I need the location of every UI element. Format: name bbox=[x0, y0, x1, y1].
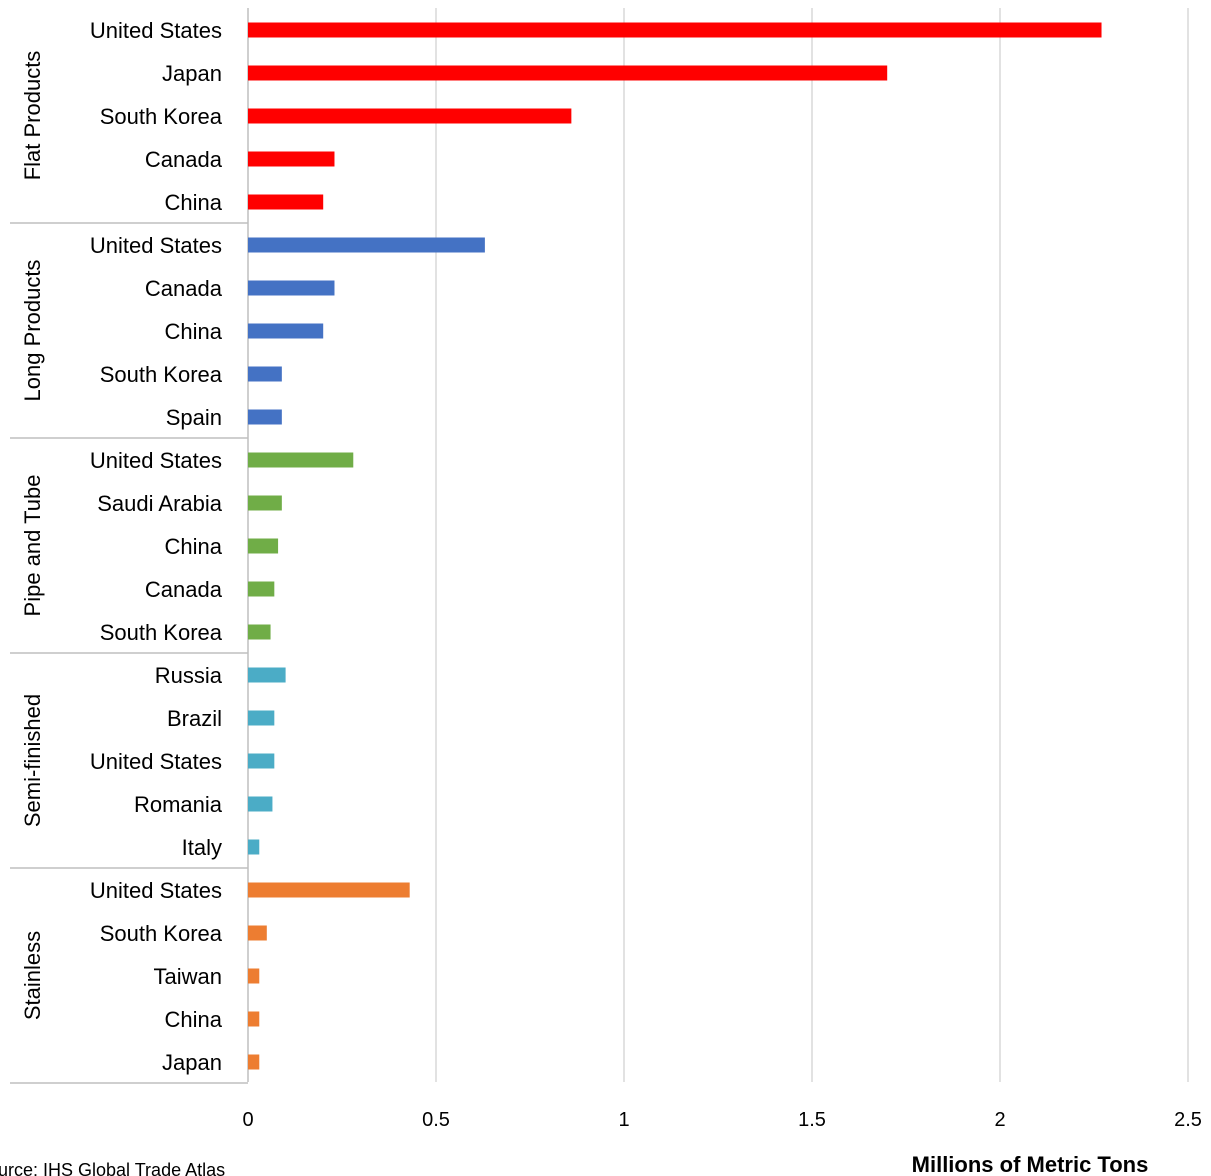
bar bbox=[248, 366, 282, 382]
category-label: Japan bbox=[162, 1050, 222, 1075]
group-labels: Flat Products Long Products Pipe and Tube S… bbox=[20, 51, 45, 1020]
category-label: Canada bbox=[145, 577, 223, 602]
bar bbox=[248, 624, 271, 640]
x-tick-labels: 0 0.5 1 1.5 2 2.5 bbox=[242, 1109, 1201, 1131]
category-labels: United States Japan South Korea Canada China… bbox=[90, 18, 223, 1075]
bar bbox=[248, 151, 335, 167]
category-label: Saudi Arabia bbox=[97, 491, 223, 516]
x-tick-label: 1.5 bbox=[798, 1109, 826, 1131]
bar bbox=[248, 65, 888, 81]
bars bbox=[248, 22, 1102, 1070]
group-label: Pipe and Tube bbox=[20, 475, 45, 617]
bar bbox=[248, 796, 273, 812]
category-label: China bbox=[165, 319, 223, 344]
category-label: Brazil bbox=[167, 706, 222, 731]
x-axis-title: Millions of Metric Tons bbox=[912, 1152, 1149, 1176]
bar bbox=[248, 495, 282, 511]
bar bbox=[248, 667, 286, 683]
bar bbox=[248, 237, 485, 253]
bar bbox=[248, 839, 260, 855]
category-label: Russia bbox=[155, 663, 223, 688]
category-label: China bbox=[165, 1007, 223, 1032]
category-label: United States bbox=[90, 18, 222, 43]
category-label: South Korea bbox=[100, 104, 223, 129]
category-label: South Korea bbox=[100, 620, 223, 645]
bar bbox=[248, 882, 410, 898]
category-label: United States bbox=[90, 749, 222, 774]
category-label: United States bbox=[90, 448, 222, 473]
x-tick-label: 2 bbox=[994, 1109, 1005, 1131]
x-tick-label: 1 bbox=[618, 1109, 629, 1131]
category-label: Romania bbox=[134, 792, 223, 817]
bar bbox=[248, 108, 572, 124]
bar bbox=[248, 452, 354, 468]
category-label: South Korea bbox=[100, 362, 223, 387]
bar bbox=[248, 22, 1102, 38]
category-label: South Korea bbox=[100, 921, 223, 946]
bar bbox=[248, 581, 275, 597]
bar bbox=[248, 194, 324, 210]
group-label: Long Products bbox=[20, 260, 45, 402]
source-note: urce: IHS Global Trade Atlas bbox=[0, 1160, 225, 1176]
bar bbox=[248, 280, 335, 296]
bar bbox=[248, 753, 275, 769]
bar bbox=[248, 323, 324, 339]
group-label: Flat Products bbox=[20, 51, 45, 181]
category-label: Taiwan bbox=[154, 964, 222, 989]
bar bbox=[248, 538, 279, 554]
bar bbox=[248, 925, 267, 941]
bar bbox=[248, 968, 260, 984]
category-label: Spain bbox=[166, 405, 222, 430]
x-tick-label: 0 bbox=[242, 1109, 253, 1131]
category-label: Canada bbox=[145, 147, 223, 172]
category-label: Japan bbox=[162, 61, 222, 86]
category-label: United States bbox=[90, 233, 222, 258]
category-label: Italy bbox=[182, 835, 222, 860]
group-label: Semi-finished bbox=[20, 694, 45, 827]
group-label: Stainless bbox=[20, 931, 45, 1020]
bar bbox=[248, 409, 282, 425]
bar bbox=[248, 1011, 260, 1027]
category-label: Canada bbox=[145, 276, 223, 301]
x-tick-label: 2.5 bbox=[1174, 1109, 1202, 1131]
category-label: China bbox=[165, 190, 223, 215]
category-label: United States bbox=[90, 878, 222, 903]
category-label: China bbox=[165, 534, 223, 559]
x-tick-label: 0.5 bbox=[422, 1109, 450, 1131]
bar bbox=[248, 1054, 260, 1070]
bar bbox=[248, 710, 275, 726]
